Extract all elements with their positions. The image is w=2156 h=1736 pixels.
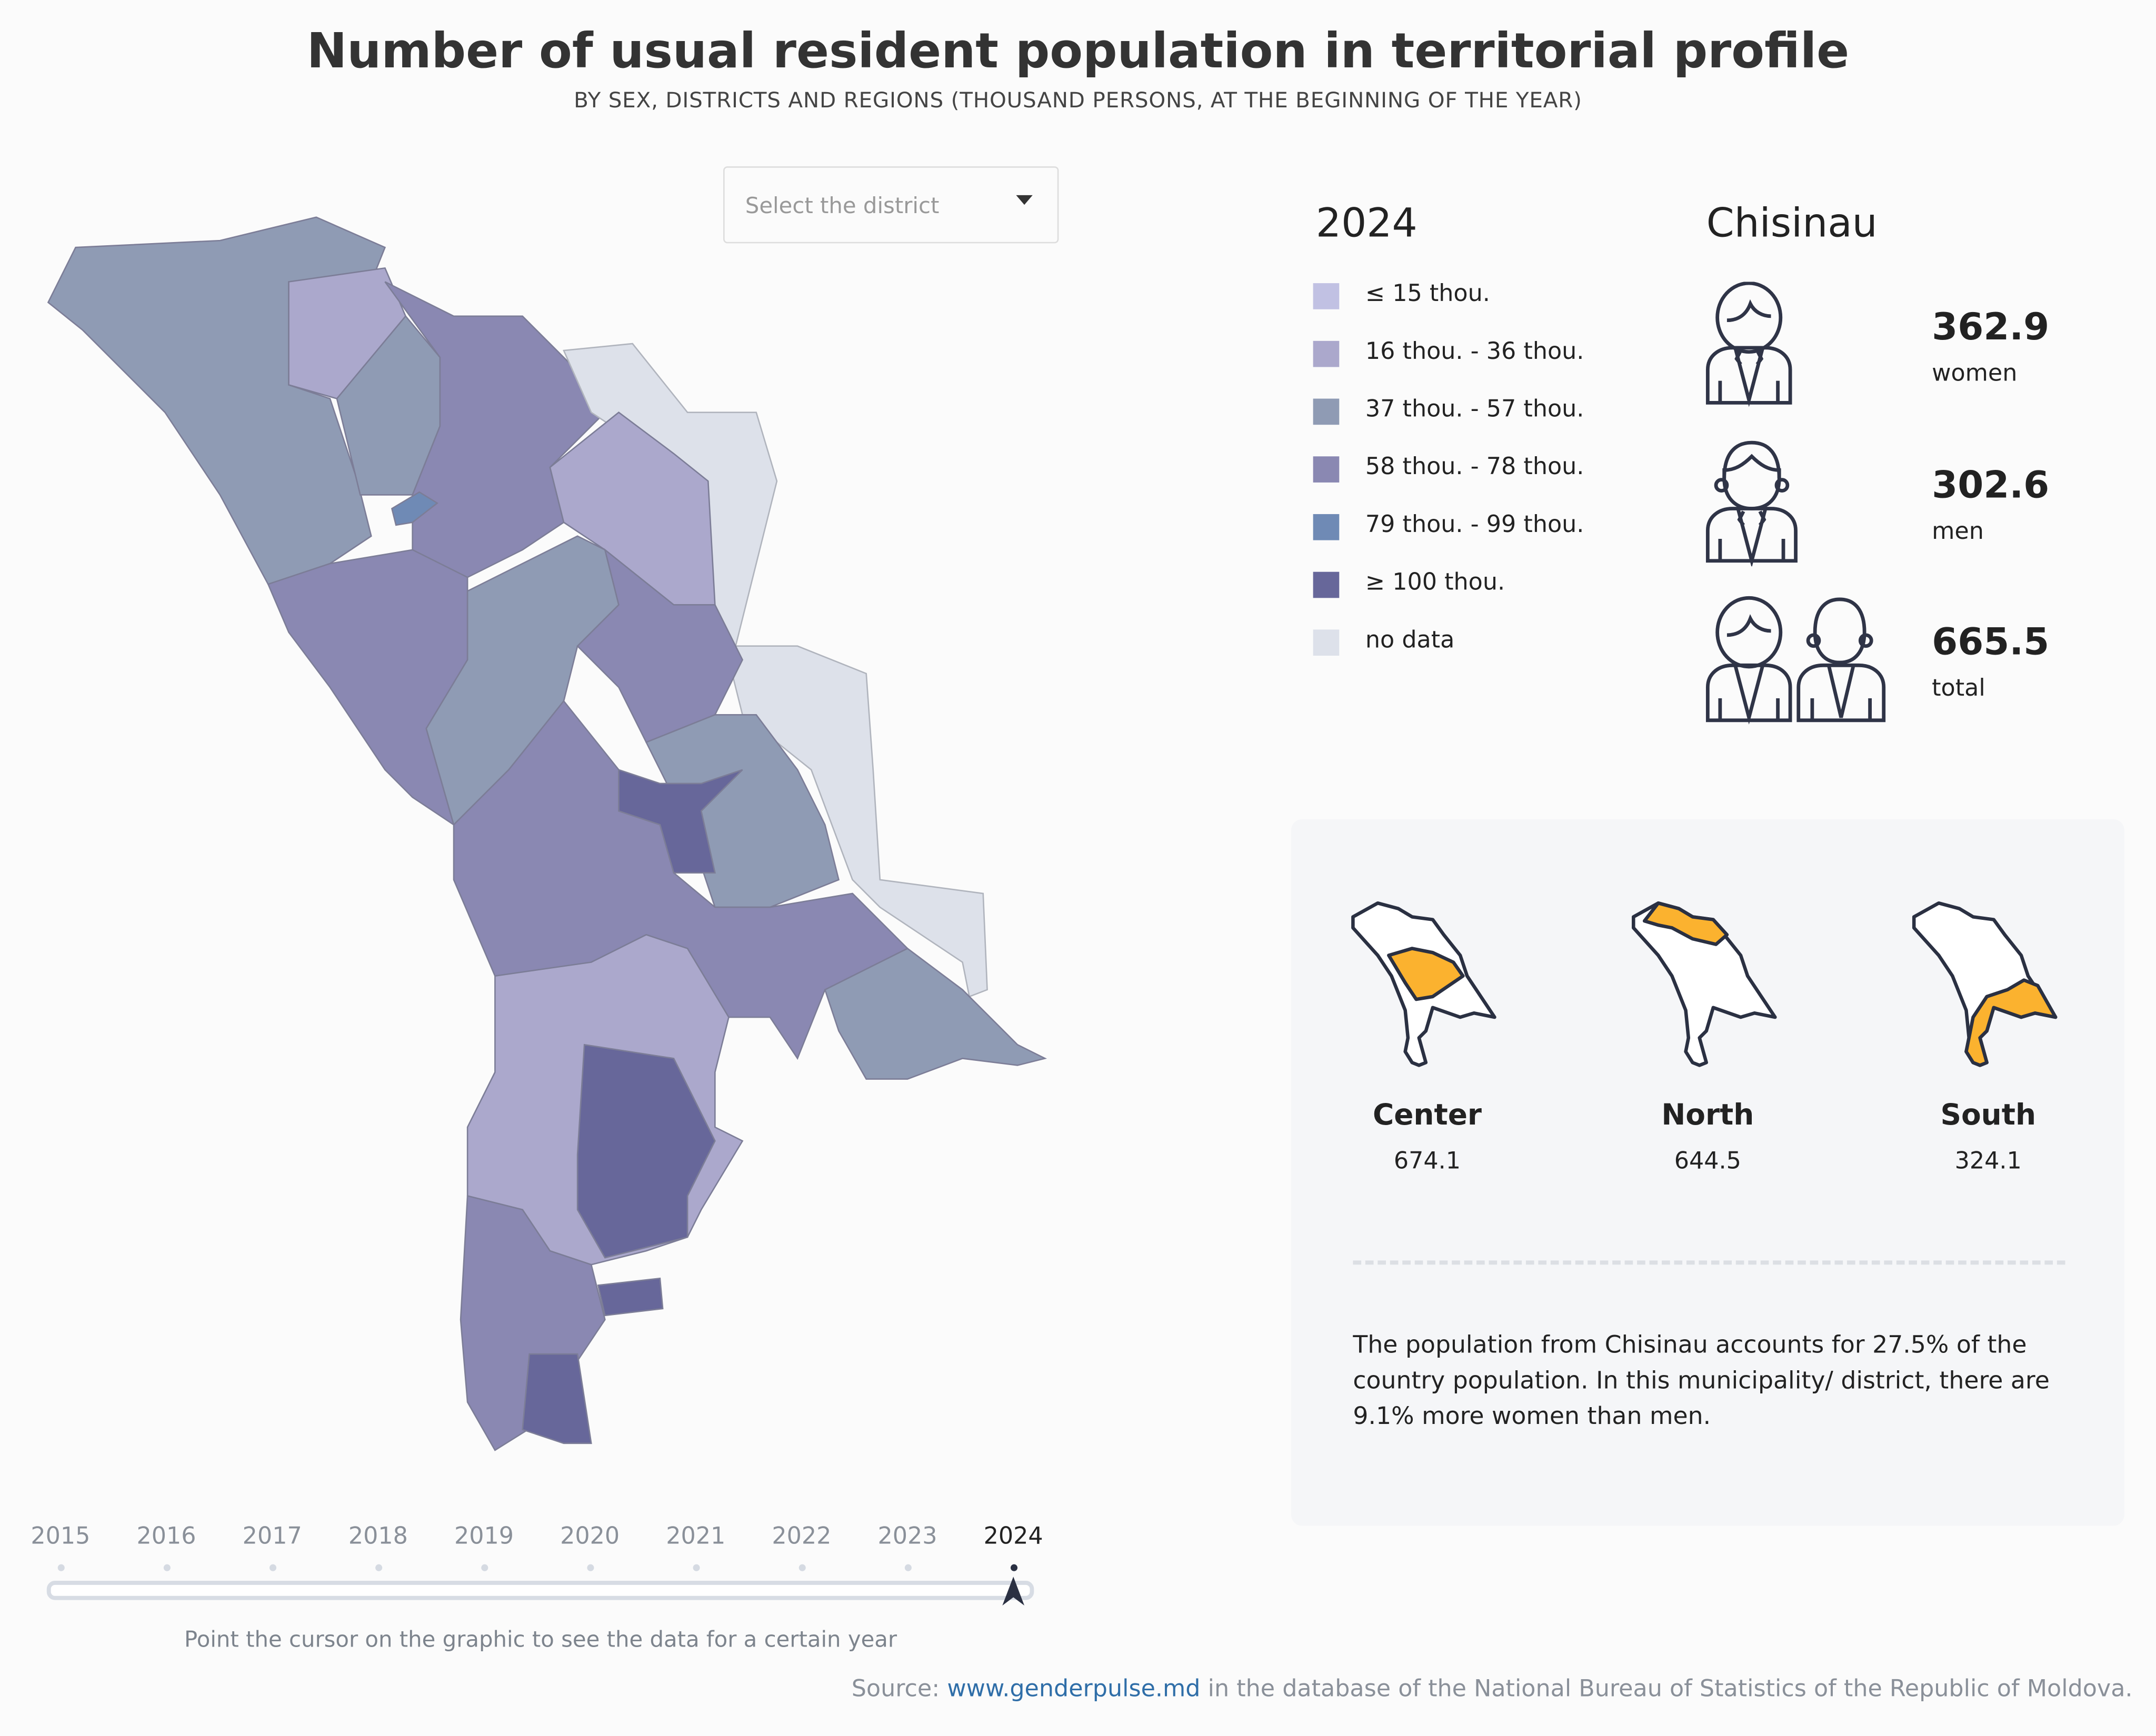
district-shape[interactable]	[597, 1277, 664, 1317]
timeline-dot[interactable]	[57, 1564, 64, 1571]
legend-label: 16 thou. - 36 thou.	[1365, 338, 1584, 366]
legend-label: 58 thou. - 78 thou.	[1365, 454, 1584, 481]
region-value: 324.1	[1954, 1148, 2022, 1176]
women-value: 362.9	[1932, 306, 2050, 349]
district-select-placeholder: Select the district	[745, 192, 940, 219]
timeline-dot[interactable]	[480, 1564, 488, 1571]
legend-swatch	[1313, 571, 1340, 598]
timeline-dot[interactable]	[586, 1564, 594, 1571]
district-shape[interactable]	[522, 1353, 592, 1444]
source-suffix: in the database of the National Bureau o…	[1200, 1675, 2133, 1703]
region-value: 644.5	[1674, 1148, 1741, 1176]
legend-swatch	[1313, 340, 1340, 367]
men-value: 302.6	[1932, 464, 2050, 507]
timeline-dot[interactable]	[268, 1564, 276, 1571]
legend-swatch	[1313, 456, 1340, 483]
district-shape[interactable]	[384, 281, 606, 578]
timeline-handle-icon[interactable]	[1000, 1576, 1027, 1609]
source-link[interactable]: www.genderpulse.md	[947, 1675, 1201, 1703]
legend-swatch	[1313, 398, 1340, 425]
district-shape[interactable]	[576, 1043, 716, 1259]
legend-year: 2024	[1315, 199, 1418, 246]
timeline-year[interactable]: 2022	[772, 1523, 832, 1551]
legend-label: 37 thou. - 57 thou.	[1365, 396, 1584, 424]
district-shape[interactable]	[391, 491, 438, 526]
men-label: men	[1932, 518, 1984, 546]
legend-label: no data	[1365, 627, 1455, 655]
legend-label: 79 thou. - 99 thou.	[1365, 511, 1584, 539]
timeline-hint: Point the cursor on the graphic to see t…	[184, 1626, 897, 1652]
district-shape[interactable]	[267, 549, 468, 827]
timeline-dot[interactable]	[163, 1564, 170, 1571]
region-map-south-icon[interactable]	[1911, 900, 2062, 1071]
region-value: 674.1	[1393, 1148, 1461, 1176]
timeline-dot[interactable]	[904, 1564, 911, 1571]
women-label: women	[1932, 360, 2018, 388]
total-label: total	[1932, 675, 1985, 703]
timeline-year[interactable]: 2024	[983, 1523, 1043, 1551]
region-map-center-icon[interactable]	[1350, 900, 1501, 1071]
timeline-year[interactable]: 2018	[348, 1523, 408, 1551]
district-shape[interactable]	[618, 769, 743, 874]
region-name: North	[1661, 1098, 1754, 1131]
district-shape[interactable]	[47, 216, 386, 585]
legend-swatch	[1313, 629, 1340, 656]
caret-down-icon	[1016, 195, 1033, 205]
moldova-district-map[interactable]	[0, 179, 1100, 1485]
legend-label: ≤ 15 thou.	[1365, 280, 1490, 308]
page-subtitle: BY SEX, DISTRICTS AND REGIONS (THOUSAND …	[574, 88, 1582, 113]
timeline-dot[interactable]	[374, 1564, 382, 1571]
woman-icon	[1705, 282, 1792, 407]
region-name: Center	[1372, 1098, 1482, 1131]
timeline-dot[interactable]	[798, 1564, 805, 1571]
legend-swatch	[1313, 514, 1340, 540]
region-map-north-icon[interactable]	[1631, 900, 1782, 1071]
total-value: 665.5	[1932, 621, 2050, 664]
timeline-year[interactable]: 2020	[560, 1523, 620, 1551]
timeline-year[interactable]: 2017	[242, 1523, 302, 1551]
couple-icon	[1705, 596, 1886, 725]
timeline-year[interactable]: 2016	[136, 1523, 196, 1551]
district-shape[interactable]	[824, 947, 1047, 1080]
timeline-dot[interactable]	[1010, 1564, 1017, 1571]
legend-label: ≥ 100 thou.	[1365, 569, 1505, 597]
timeline-dot[interactable]	[692, 1564, 700, 1571]
timeline-slider-track[interactable]	[46, 1581, 1034, 1600]
timeline-year[interactable]: 2019	[454, 1523, 514, 1551]
source-prefix: Source:	[851, 1675, 947, 1703]
selected-district-name: Chisinau	[1706, 199, 1878, 246]
page-title: Number of usual resident population in t…	[306, 25, 1850, 80]
summary-note: The population from Chisinau accounts fo…	[1353, 1332, 2050, 1431]
timeline-year[interactable]: 2021	[666, 1523, 726, 1551]
man-icon	[1705, 440, 1798, 567]
timeline-year[interactable]: 2023	[877, 1523, 937, 1551]
timeline-year[interactable]: 2015	[31, 1523, 91, 1551]
district-select[interactable]: Select the district	[723, 166, 1059, 244]
divider	[1353, 1260, 2065, 1265]
region-name: South	[1940, 1098, 2037, 1131]
legend-swatch	[1313, 283, 1340, 309]
source-note: Source: www.genderpulse.md in the databa…	[852, 1675, 2133, 1703]
